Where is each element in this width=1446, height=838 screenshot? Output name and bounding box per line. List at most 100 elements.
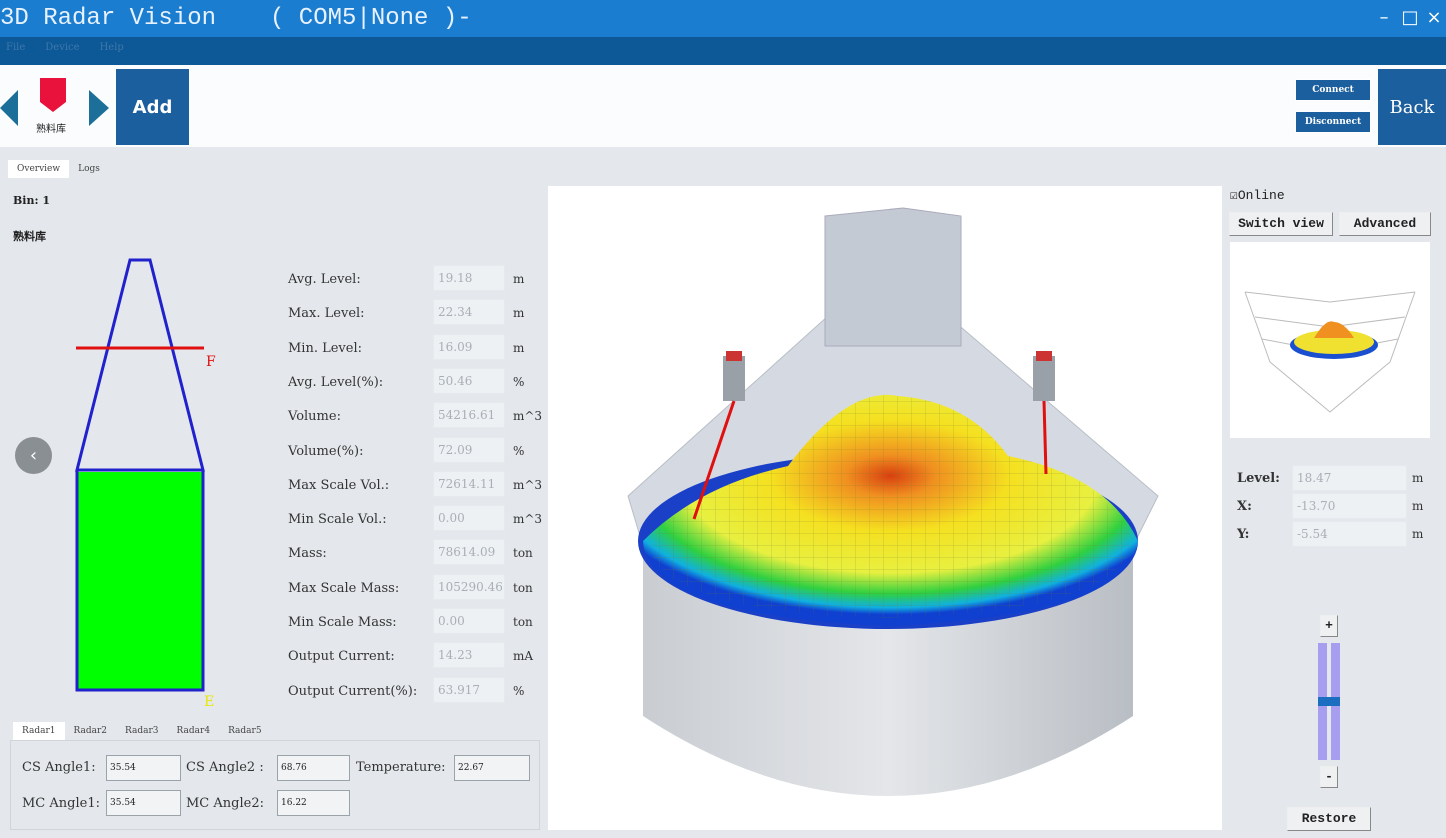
next-bin-icon[interactable] xyxy=(89,90,111,126)
connect-button[interactable]: Connect xyxy=(1295,79,1371,101)
menu-file[interactable]: File xyxy=(6,42,26,53)
tab-radar5[interactable]: Radar5 xyxy=(228,726,262,736)
measurement-unit: % xyxy=(513,374,525,389)
measurement-unit: m xyxy=(513,306,525,321)
mini-3d-preview[interactable] xyxy=(1230,242,1430,438)
measurement-value: 0.00 xyxy=(433,608,505,634)
mc-angle1-field[interactable]: 35.54 xyxy=(106,790,181,816)
cs-angle2-field[interactable]: 68.76 xyxy=(277,755,350,781)
bin-name: 熟料库 xyxy=(13,230,46,243)
switch-view-button[interactable]: Switch view xyxy=(1229,212,1333,236)
zoom-out-button[interactable]: - xyxy=(1320,766,1338,788)
measurement-value: 105290.46 xyxy=(433,573,505,600)
measurement-unit: % xyxy=(513,683,525,698)
x-unit: m xyxy=(1412,499,1424,513)
disconnect-button[interactable]: Disconnect xyxy=(1295,111,1371,133)
mc-angle2-label: MC Angle2: xyxy=(186,796,264,811)
bin-cone-outline xyxy=(75,258,205,472)
tab-logs[interactable]: Logs xyxy=(78,164,100,174)
title-bar: 3D Radar Vision ( COM5|None )- – □ × xyxy=(0,0,1446,37)
temperature-field[interactable]: 22.67 xyxy=(454,755,530,781)
add-button[interactable]: Add xyxy=(116,69,189,145)
maximize-button[interactable]: □ xyxy=(1401,7,1419,28)
restore-button[interactable]: Restore xyxy=(1287,807,1371,831)
radar-tabs: Radar1 Radar2 Radar3 Radar4 Radar5 xyxy=(13,722,271,740)
zoom-slider-thumb[interactable] xyxy=(1318,697,1340,706)
cs-angle1-label: CS Angle1: xyxy=(22,760,96,775)
checkbox-icon: ☑ xyxy=(1230,188,1238,203)
measurement-label: Min. Level: xyxy=(288,340,363,356)
y-unit: m xyxy=(1412,527,1424,541)
measurement-unit: ton xyxy=(513,580,533,595)
close-button[interactable]: × xyxy=(1426,7,1442,28)
measurement-label: Output Current(%): xyxy=(288,683,418,699)
previous-bin-icon[interactable] xyxy=(0,90,20,126)
measurement-value: 78614.09 xyxy=(433,539,505,566)
radar-sensor-right xyxy=(1033,351,1055,475)
tab-radar4[interactable]: Radar4 xyxy=(176,726,211,736)
level-label: Level: xyxy=(1237,471,1280,486)
cs-angle1-field[interactable]: 35.54 xyxy=(106,755,181,781)
measurement-label: Max. Level: xyxy=(288,306,365,322)
measurement-label: Output Current: xyxy=(288,649,395,665)
measurement-label: Min Scale Mass: xyxy=(288,615,397,630)
mc-angle1-label: MC Angle1: xyxy=(22,796,100,811)
temperature-label: Temperature: xyxy=(356,760,446,775)
empty-mark: E xyxy=(204,694,214,710)
zoom-slider[interactable] xyxy=(1318,643,1342,760)
bin-name-label: 熟料库 xyxy=(36,124,66,135)
x-field: -13.70 xyxy=(1292,493,1407,519)
main-tabs: Overview Logs xyxy=(8,160,109,178)
measurement-value: 19.18 xyxy=(433,265,505,291)
measurement-value: 16.09 xyxy=(433,333,505,360)
measurement-unit: m xyxy=(513,340,525,355)
tab-radar2[interactable]: Radar2 xyxy=(73,726,108,736)
x-label: X: xyxy=(1237,499,1252,514)
y-field: -5.54 xyxy=(1292,521,1407,547)
tab-radar1[interactable]: Radar1 xyxy=(13,722,65,740)
measurement-label: Max Scale Vol.: xyxy=(288,477,390,493)
port-status: ( COM5|None )- xyxy=(270,5,472,32)
menu-bar: File Device Help xyxy=(0,37,1446,65)
collapse-left-button[interactable]: ‹ xyxy=(15,437,52,474)
toolbar: 熟料库 Add Connect Disconnect Back xyxy=(0,65,1446,147)
measurement-value: 63.917 xyxy=(433,676,505,703)
measurement-unit: m^3 xyxy=(513,477,543,492)
measurement-value: 50.46 xyxy=(433,367,505,394)
measurement-value: 72614.11 xyxy=(433,470,505,497)
silo-3d-view[interactable] xyxy=(548,186,1222,830)
measurement-unit: m^3 xyxy=(513,512,543,527)
measurement-unit: ton xyxy=(513,615,533,629)
online-checkbox[interactable]: ☑Online xyxy=(1230,188,1285,203)
minimize-button[interactable]: – xyxy=(1379,7,1389,28)
measurement-label: Mass: xyxy=(288,546,327,562)
measurement-unit: m xyxy=(513,272,525,286)
bin-level-diagram: F E xyxy=(75,258,216,710)
mc-angle2-field[interactable]: 16.22 xyxy=(277,790,350,816)
level-field: 18.47 xyxy=(1292,465,1407,491)
tab-radar3[interactable]: Radar3 xyxy=(125,726,159,736)
measurement-label: Volume: xyxy=(288,409,341,425)
menu-help[interactable]: Help xyxy=(99,42,124,53)
measurement-unit: mA xyxy=(513,649,534,664)
menu-device[interactable]: Device xyxy=(45,42,80,53)
measurement-label: Avg. Level: xyxy=(288,272,361,287)
radar-sensor-left xyxy=(692,351,745,520)
measurement-value: 54216.61 xyxy=(433,402,505,429)
measurement-label: Avg. Level(%): xyxy=(288,374,384,390)
back-button[interactable]: Back xyxy=(1378,69,1446,145)
tab-overview[interactable]: Overview xyxy=(8,160,70,178)
bin-id: Bin: 1 xyxy=(13,194,51,207)
bin-body-outline xyxy=(75,470,205,692)
measurement-label: Volume(%): xyxy=(288,443,364,459)
zoom-in-button[interactable]: + xyxy=(1320,615,1338,637)
advanced-button[interactable]: Advanced xyxy=(1339,212,1431,236)
measurement-value: 72.09 xyxy=(433,436,505,463)
measurement-unit: m^3 xyxy=(513,409,543,424)
measurement-value: 22.34 xyxy=(433,299,505,326)
bin-fill-level xyxy=(77,472,203,690)
cs-angle2-label: CS Angle2 : xyxy=(186,760,264,775)
measurement-label: Min Scale Vol.: xyxy=(288,512,387,528)
app-title: 3D Radar Vision xyxy=(0,5,217,32)
level-unit: m xyxy=(1412,471,1424,485)
